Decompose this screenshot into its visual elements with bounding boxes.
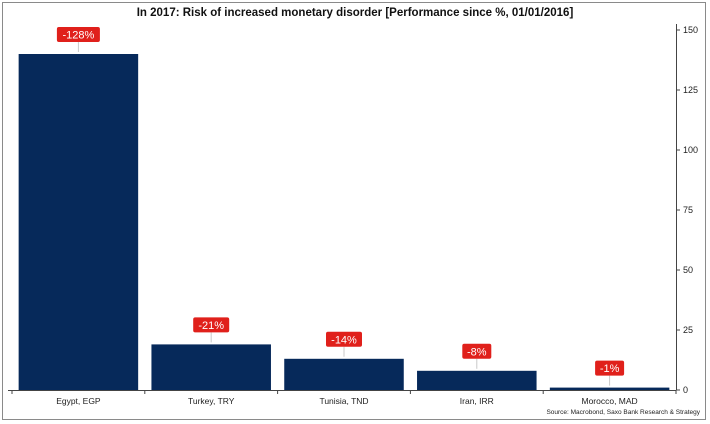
source-note: Source: Macrobond, Saxo Bank Research & … bbox=[546, 409, 700, 416]
x-tick-label: Tunisia, TND bbox=[319, 396, 368, 406]
data-label: -14% bbox=[331, 334, 357, 346]
data-label: -1% bbox=[600, 363, 620, 375]
y-tick-label: 50 bbox=[683, 265, 693, 275]
y-tick-label: 75 bbox=[683, 205, 693, 215]
x-tick-label: Egypt, EGP bbox=[56, 396, 101, 406]
data-label-box bbox=[326, 331, 362, 347]
x-tick-label: Turkey, TRY bbox=[188, 396, 235, 406]
data-label: -128% bbox=[63, 30, 95, 42]
y-tick-label: 100 bbox=[683, 145, 698, 155]
chart-title: In 2017: Risk of increased monetary diso… bbox=[136, 7, 574, 19]
bar bbox=[417, 370, 537, 390]
y-tick-label: 0 bbox=[683, 385, 688, 395]
y-tick-label: 150 bbox=[683, 25, 698, 35]
bar bbox=[284, 358, 404, 390]
data-label-box bbox=[595, 360, 625, 376]
bar bbox=[549, 387, 670, 390]
y-tick-label: 25 bbox=[683, 325, 693, 335]
x-tick-label: Iran, IRR bbox=[460, 396, 494, 406]
bar bbox=[151, 344, 271, 390]
y-tick-label: 125 bbox=[683, 85, 698, 95]
data-label-box bbox=[193, 317, 230, 333]
data-label: -8% bbox=[467, 346, 487, 358]
bar bbox=[18, 54, 139, 390]
data-label: -21% bbox=[198, 320, 224, 332]
data-label-box bbox=[56, 27, 100, 42]
x-tick-label: Morocco, MAD bbox=[581, 396, 637, 406]
data-label-box bbox=[462, 343, 492, 359]
